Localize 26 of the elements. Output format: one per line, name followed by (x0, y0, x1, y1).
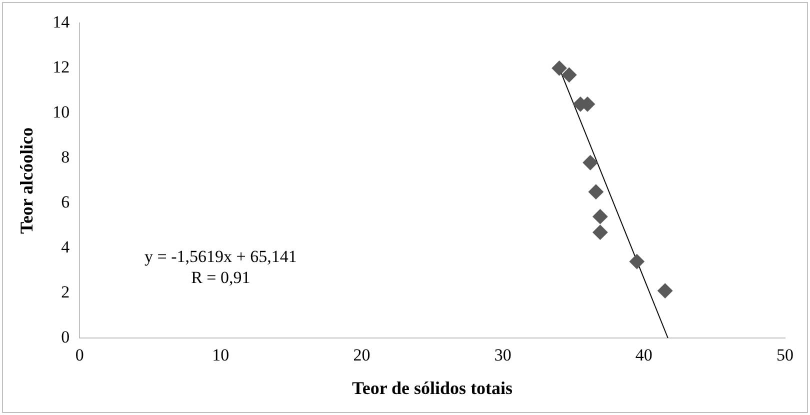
point (629, 254, 644, 270)
y-tick-label: 10 (52, 102, 70, 122)
x-tick-label: 50 (776, 346, 794, 365)
y-tick-label: 2 (61, 282, 70, 302)
x-tick-label: 10 (212, 346, 230, 365)
point (592, 224, 608, 240)
point (592, 209, 608, 224)
y-tick-label: 0 (61, 327, 70, 346)
point (658, 283, 673, 298)
x-axis-title: Teor de sólidos totais (352, 378, 513, 398)
annotation: y = -1,5619x + 65,141 (144, 247, 297, 266)
y-tick-label: 6 (61, 192, 70, 212)
y-tick-label: 14 (52, 12, 70, 32)
y-tick-label: 8 (61, 148, 70, 167)
point (562, 67, 577, 82)
point (582, 155, 598, 170)
point (552, 60, 567, 76)
annotation: R = 0,91 (191, 268, 250, 288)
x-tick-label: 40 (635, 346, 652, 365)
y-tick-label: 12 (52, 58, 70, 77)
y-axis-title: Teor alcóolico (16, 127, 36, 234)
x-tick-label: 20 (353, 346, 370, 365)
y-tick-label: 4 (61, 238, 70, 257)
x-tick-label: 0 (75, 346, 84, 365)
x-tick-label: 30 (494, 346, 512, 365)
point (588, 184, 604, 200)
